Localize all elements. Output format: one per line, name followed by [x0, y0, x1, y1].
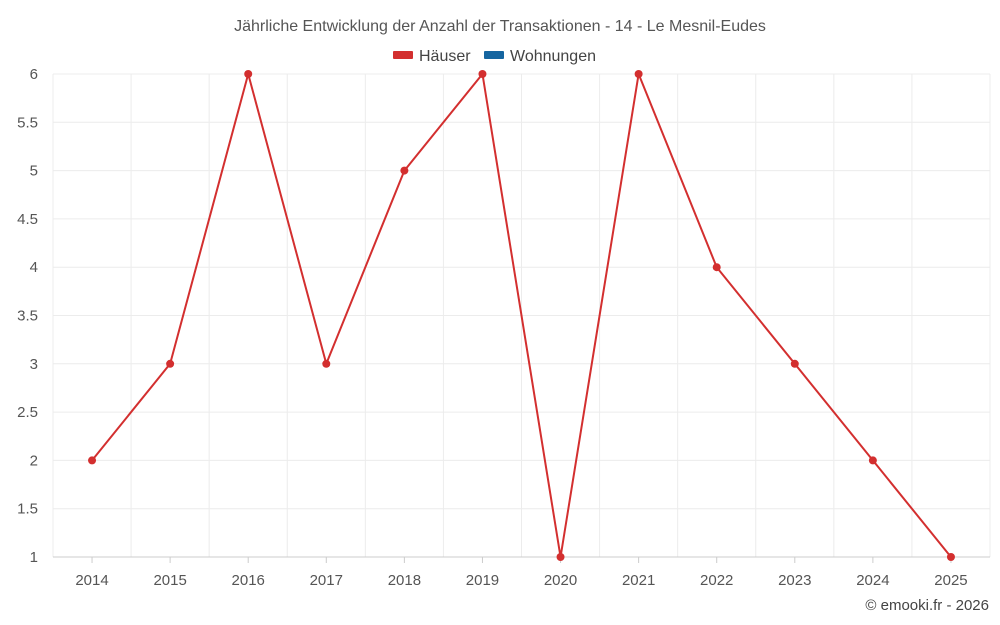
x-axis: 2014 2015 2016 2017 2018 2019 2020 2021 2022 2023… [53, 556, 990, 589]
x-tick-label: 2023 [778, 572, 811, 589]
y-tick-label: 3.5 [17, 308, 38, 325]
legend-swatch-haeuser [393, 51, 413, 59]
y-tick-label: 2.5 [17, 404, 38, 421]
data-point[interactable] [868, 456, 877, 465]
x-tick-label: 2014 [75, 572, 108, 589]
y-tick-label: 5.5 [17, 114, 38, 131]
data-point[interactable] [166, 359, 175, 368]
y-tick-label: 5 [30, 163, 38, 180]
x-tick-label: 2016 [232, 572, 265, 589]
x-tick-label: 2025 [934, 572, 967, 589]
legend-label-wohnungen: Wohnungen [510, 48, 596, 65]
y-tick-label: 3 [30, 356, 38, 373]
credit-text: © emooki.fr - 2026 [865, 597, 989, 614]
x-tick-label: 2024 [856, 572, 889, 589]
y-tick-label: 4.5 [17, 211, 38, 228]
y-axis: 1 1.5 2 2.5 3 3.5 4 4.5 5 5.5 6 [17, 66, 38, 566]
series-haeuser [88, 70, 955, 561]
chart-title: Jährliche Entwicklung der Anzahl der Tra… [234, 18, 766, 35]
legend: Häuser Wohnungen [393, 48, 596, 65]
data-point[interactable] [244, 70, 253, 78]
legend-label-haeuser: Häuser [419, 48, 471, 65]
data-point[interactable] [556, 553, 565, 561]
legend-swatch-wohnungen [484, 51, 504, 59]
series-line-haeuser [91, 73, 952, 558]
y-tick-label: 1.5 [17, 501, 38, 518]
data-point[interactable] [88, 456, 97, 465]
x-tick-label: 2017 [310, 572, 343, 589]
x-tick-label: 2015 [153, 572, 186, 589]
data-point[interactable] [790, 359, 799, 368]
x-tick-label: 2018 [388, 572, 421, 589]
x-tick-label: 2020 [544, 572, 577, 589]
legend-item-wohnungen[interactable]: Wohnungen [484, 48, 596, 65]
data-point[interactable] [634, 70, 643, 78]
data-point[interactable] [400, 166, 409, 175]
x-tick-label: 2019 [466, 572, 499, 589]
y-tick-label: 1 [30, 549, 38, 566]
data-point[interactable] [946, 553, 955, 561]
data-point[interactable] [712, 263, 721, 272]
legend-item-haeuser[interactable]: Häuser [393, 48, 471, 65]
data-point[interactable] [322, 359, 331, 368]
x-tick-label: 2022 [700, 572, 733, 589]
data-point[interactable] [478, 70, 487, 78]
y-tick-label: 2 [30, 452, 38, 469]
y-tick-label: 4 [30, 259, 38, 276]
x-tick-label: 2021 [622, 572, 655, 589]
y-tick-label: 6 [30, 66, 38, 83]
